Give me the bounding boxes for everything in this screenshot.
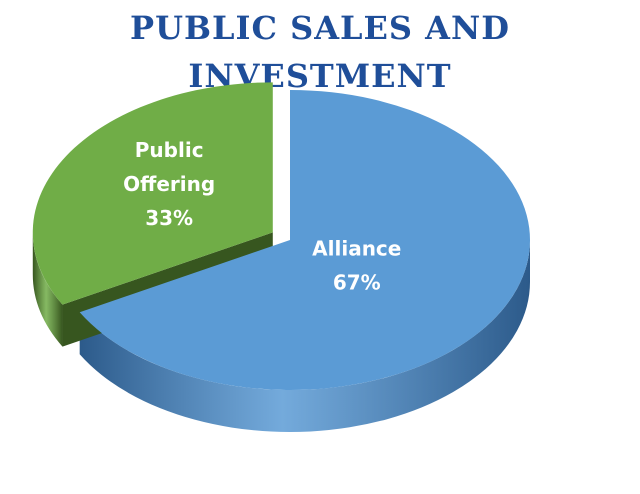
pie-slice-alliance: [79, 90, 530, 390]
slice-value-label-public-offering: 33%: [145, 206, 193, 230]
slice-name-label-public-offering: Public: [135, 138, 204, 162]
pie-slice-public-offering: [32, 82, 273, 305]
slice-value-label-alliance: 67%: [333, 271, 381, 295]
slice-name-label-alliance: Alliance: [312, 237, 401, 261]
slice-side-alliance: [79, 240, 530, 433]
slice-name-label-public-offering: Offering: [123, 172, 215, 196]
chart-title: PUBLIC SALES AND INVESTMENT: [130, 9, 510, 95]
slice-side-public-offering: [32, 232, 63, 347]
